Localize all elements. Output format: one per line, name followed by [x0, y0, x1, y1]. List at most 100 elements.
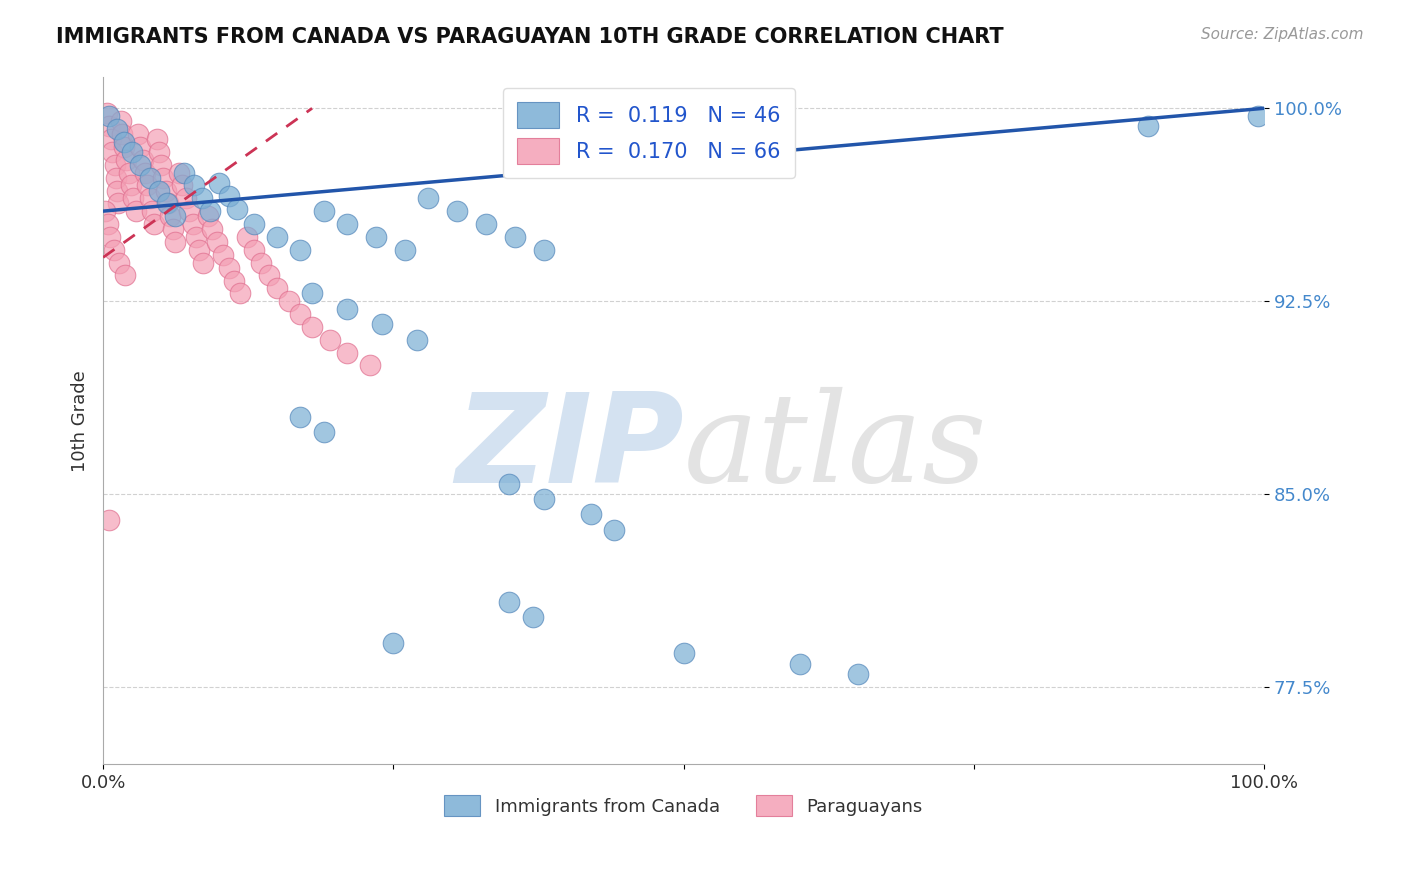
Point — [148, 184, 170, 198]
Point — [1136, 120, 1159, 134]
Point — [104, 158, 127, 172]
Point — [97, 513, 120, 527]
Point — [122, 191, 145, 205]
Point — [152, 170, 174, 185]
Point — [475, 217, 498, 231]
Point — [498, 595, 520, 609]
Point — [312, 204, 335, 219]
Point — [120, 178, 142, 193]
Point — [184, 229, 207, 244]
Point — [167, 165, 190, 179]
Legend: Immigrants from Canada, Paraguayans: Immigrants from Canada, Paraguayans — [437, 789, 931, 823]
Point — [498, 476, 520, 491]
Point — [225, 202, 247, 216]
Point — [110, 114, 132, 128]
Text: Source: ZipAtlas.com: Source: ZipAtlas.com — [1201, 27, 1364, 42]
Point — [157, 196, 180, 211]
Point — [111, 127, 134, 141]
Point — [134, 165, 156, 179]
Point — [336, 345, 359, 359]
Point — [312, 425, 335, 440]
Point — [143, 217, 166, 231]
Point — [96, 106, 118, 120]
Point — [301, 319, 323, 334]
Text: IMMIGRANTS FROM CANADA VS PARAGUAYAN 10TH GRADE CORRELATION CHART: IMMIGRANTS FROM CANADA VS PARAGUAYAN 10T… — [56, 27, 1004, 46]
Point — [191, 191, 214, 205]
Point — [364, 229, 387, 244]
Point — [97, 109, 120, 123]
Point — [1247, 109, 1270, 123]
Point — [250, 255, 273, 269]
Point — [148, 145, 170, 159]
Text: ZIP: ZIP — [456, 388, 683, 508]
Point — [533, 491, 555, 506]
Point — [115, 153, 138, 167]
Point — [183, 178, 205, 193]
Point — [112, 140, 135, 154]
Point — [107, 196, 129, 211]
Point — [336, 217, 359, 231]
Point — [290, 307, 312, 321]
Point — [394, 243, 416, 257]
Point — [846, 666, 869, 681]
Point — [503, 229, 526, 244]
Point — [243, 217, 266, 231]
Point — [579, 508, 602, 522]
Point — [257, 268, 280, 283]
Point — [94, 204, 117, 219]
Point — [100, 132, 122, 146]
Point — [131, 153, 153, 167]
Point — [181, 217, 204, 231]
Point — [165, 209, 187, 223]
Point — [145, 132, 167, 146]
Point — [301, 286, 323, 301]
Point — [672, 646, 695, 660]
Point — [318, 333, 340, 347]
Point — [243, 243, 266, 257]
Point — [129, 158, 152, 172]
Point — [104, 170, 127, 185]
Point — [522, 610, 544, 624]
Point — [229, 286, 252, 301]
Point — [103, 243, 125, 257]
Point — [138, 191, 160, 205]
Point — [405, 333, 427, 347]
Point — [201, 222, 224, 236]
Point — [533, 243, 555, 257]
Point — [156, 196, 179, 211]
Point — [105, 121, 128, 136]
Point — [127, 127, 149, 141]
Point — [141, 204, 163, 219]
Point — [359, 359, 381, 373]
Point — [266, 281, 288, 295]
Point — [191, 255, 214, 269]
Point — [177, 204, 200, 219]
Point — [224, 273, 246, 287]
Point — [236, 229, 259, 244]
Point — [112, 135, 135, 149]
Point — [290, 409, 312, 424]
Text: atlas: atlas — [683, 387, 987, 508]
Point — [136, 178, 159, 193]
Point — [97, 120, 120, 134]
Point — [218, 188, 240, 202]
Point — [165, 235, 187, 249]
Point — [101, 145, 124, 159]
Point — [418, 191, 440, 205]
Point — [155, 184, 177, 198]
Point — [162, 222, 184, 236]
Point — [382, 636, 405, 650]
Point — [205, 235, 228, 249]
Point — [266, 229, 288, 244]
Point — [97, 217, 120, 231]
Point — [603, 523, 626, 537]
Y-axis label: 10th Grade: 10th Grade — [72, 370, 89, 472]
Point — [173, 165, 195, 179]
Point — [170, 178, 193, 193]
Point — [138, 170, 160, 185]
Point — [121, 145, 143, 159]
Point — [218, 260, 240, 275]
Point — [105, 184, 128, 198]
Point — [124, 204, 146, 219]
Point — [290, 243, 312, 257]
